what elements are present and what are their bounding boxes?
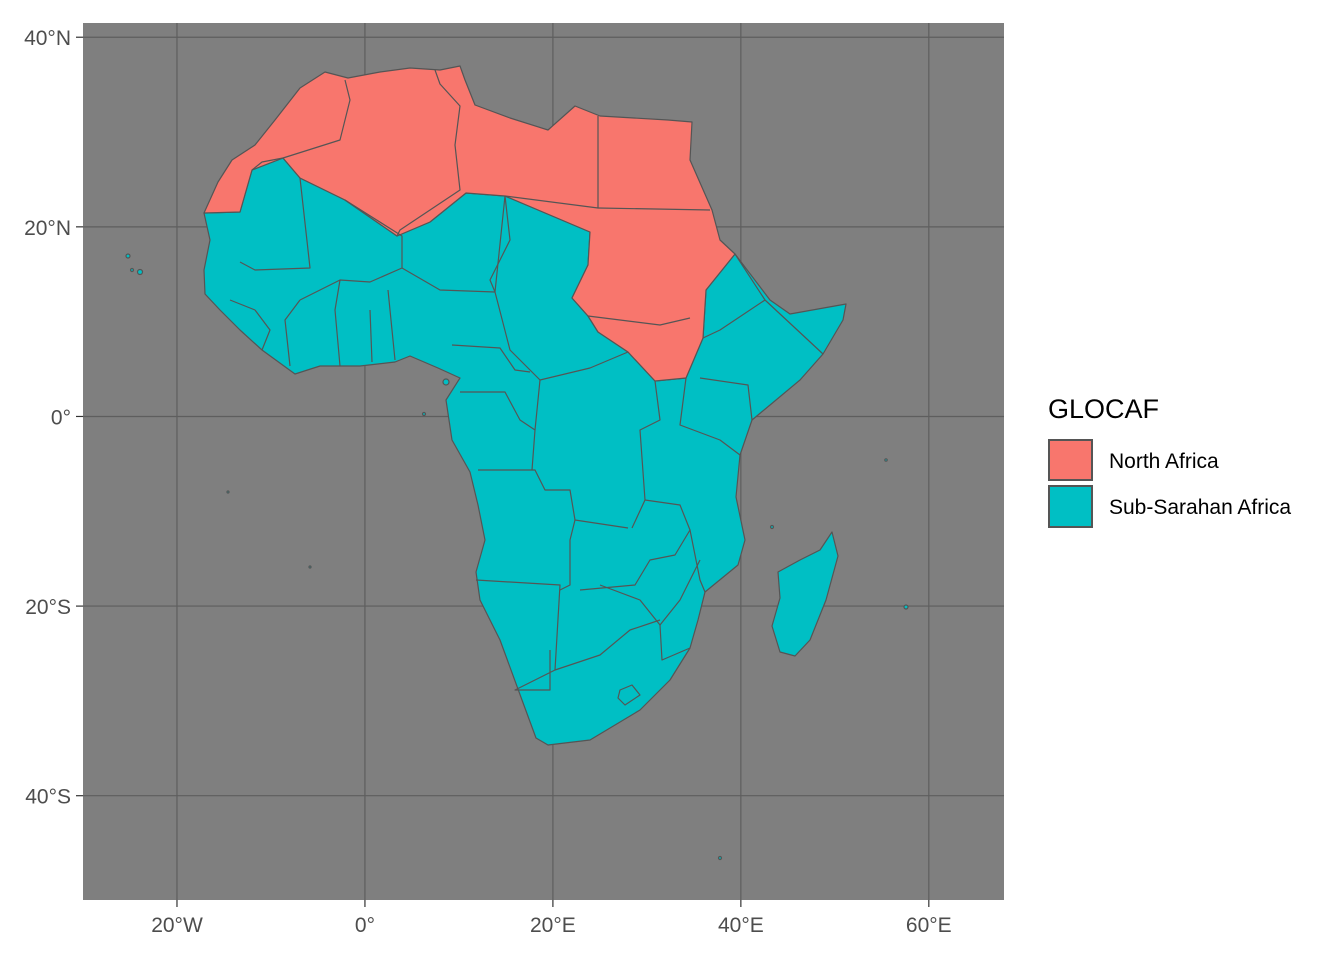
islands (125, 253, 909, 861)
legend: GLOCAF North Africa Sub-Sarahan Africa (1048, 394, 1291, 528)
y-tick-label: 20°S (25, 596, 71, 619)
y-tick-label: 40°S (25, 786, 71, 809)
legend-key-sub-saharan-africa (1048, 485, 1093, 528)
legend-label-sub-saharan-africa: Sub-Sarahan Africa (1109, 496, 1291, 519)
x-axis: 20°W 0° 20°E 40°E 60°E (151, 900, 952, 937)
north-africa-borders (251, 69, 711, 326)
x-tick-label: 20°W (151, 914, 203, 937)
sub-saharan-borders (229, 177, 824, 706)
y-tick-label: 40°N (24, 27, 71, 50)
legend-title: GLOCAF (1048, 394, 1159, 424)
region-layer (125, 65, 909, 861)
x-tick-label: 60°E (906, 914, 952, 937)
x-tick-label: 0° (355, 914, 375, 937)
north-africa-region (203, 65, 736, 382)
legend-label-north-africa: North Africa (1109, 450, 1219, 473)
madagascar (771, 531, 839, 657)
y-tick-label: 0° (51, 406, 71, 429)
x-tick-label: 40°E (718, 914, 764, 937)
y-axis: 40°N 20°N 0° 20°S 40°S (24, 27, 83, 809)
x-tick-label: 20°E (530, 914, 576, 937)
y-tick-label: 20°N (24, 217, 71, 240)
legend-key-north-africa (1048, 439, 1093, 481)
